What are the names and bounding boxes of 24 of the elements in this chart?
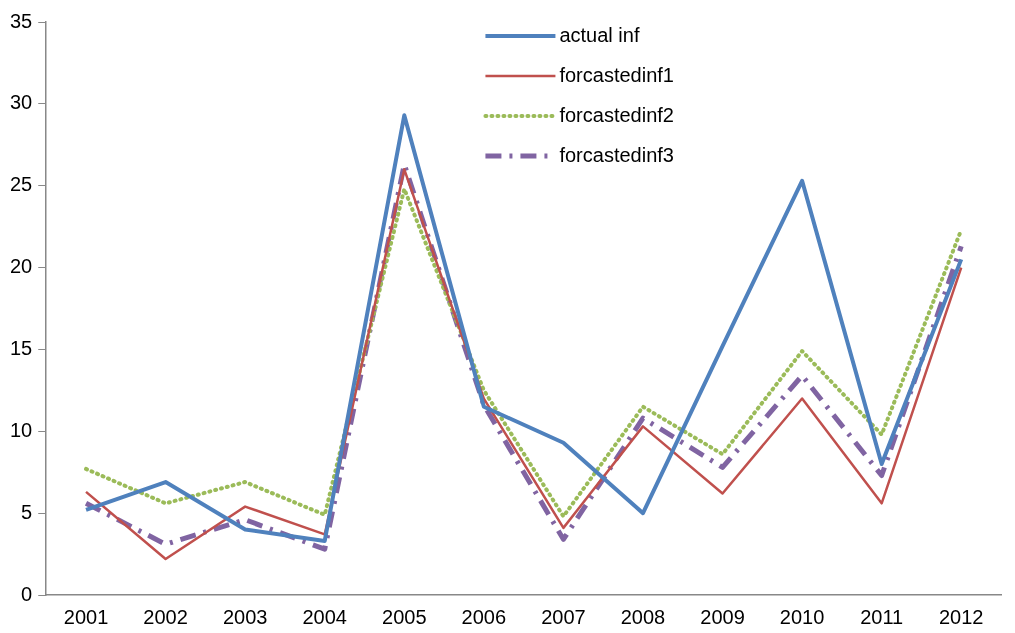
x-tick-label: 2011 xyxy=(860,605,904,628)
x-tick-label: 2010 xyxy=(779,605,825,628)
legend-label: forcastedinf1 xyxy=(559,63,674,86)
x-tick-label: 2005 xyxy=(382,605,427,628)
y-tick-label: 15 xyxy=(10,336,33,359)
y-tick-label: 30 xyxy=(10,91,33,114)
x-tick-label: 2002 xyxy=(143,605,188,628)
legend-label: forcastedinf2 xyxy=(559,103,674,126)
y-tick-label: 35 xyxy=(10,9,33,32)
y-tick-label: 0 xyxy=(21,582,33,605)
y-tick-label: 25 xyxy=(10,173,33,196)
y-tick-label: 20 xyxy=(10,255,33,278)
legend-label: actual inf xyxy=(559,23,640,46)
x-tick-label: 2007 xyxy=(541,605,586,628)
x-tick-label: 2009 xyxy=(700,605,745,628)
y-tick-label: 5 xyxy=(21,500,33,523)
x-tick-label: 2012 xyxy=(938,605,984,628)
x-tick-label: 2004 xyxy=(302,605,347,628)
x-tick-label: 2008 xyxy=(620,605,666,628)
x-tick-label: 2001 xyxy=(63,605,109,628)
y-tick-label: 10 xyxy=(10,418,33,441)
legend-label: forcastedinf3 xyxy=(559,143,674,166)
x-tick-label: 2006 xyxy=(461,605,507,628)
x-tick-label: 2003 xyxy=(222,605,268,628)
